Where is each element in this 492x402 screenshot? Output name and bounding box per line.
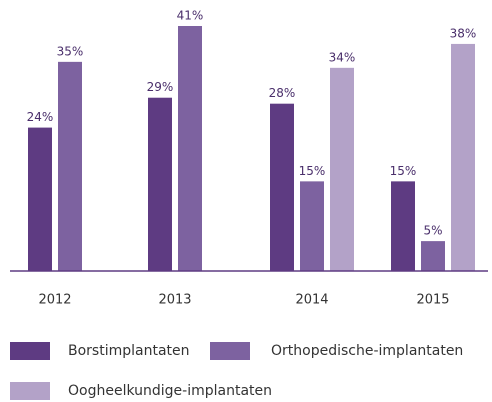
x-tick-label: 2014	[295, 293, 328, 308]
value-label: 28%	[269, 86, 296, 100]
legend-label: Oogheelkundige-implantaten	[68, 383, 272, 399]
bar	[421, 241, 445, 271]
legend-label: Borstimplantaten	[68, 343, 190, 359]
bar	[300, 181, 324, 271]
bar	[58, 61, 82, 272]
value-label: 38%	[450, 26, 477, 40]
legend-swatch	[210, 342, 250, 360]
x-tick-label: 2012	[38, 293, 71, 308]
legend-swatch	[10, 382, 50, 400]
x-tick-label: 2015	[416, 293, 449, 308]
bar	[148, 97, 172, 272]
value-label: 41%	[177, 9, 204, 23]
bar	[330, 67, 354, 271]
x-tick-label: 2013	[158, 293, 191, 308]
value-label: 15%	[390, 164, 417, 178]
legend-swatch	[10, 342, 50, 360]
bar	[451, 43, 475, 271]
value-label: 29%	[147, 80, 174, 94]
value-label: 5%	[423, 224, 442, 238]
bar	[28, 127, 52, 272]
legend-label: Orthopedische-implantaten	[271, 343, 463, 359]
value-label: 34%	[329, 50, 356, 64]
bar	[391, 181, 415, 271]
value-label: 35%	[57, 44, 84, 58]
value-label: 24%	[27, 110, 54, 124]
bar	[178, 26, 202, 271]
bar	[270, 103, 294, 272]
value-label: 15%	[299, 164, 326, 178]
